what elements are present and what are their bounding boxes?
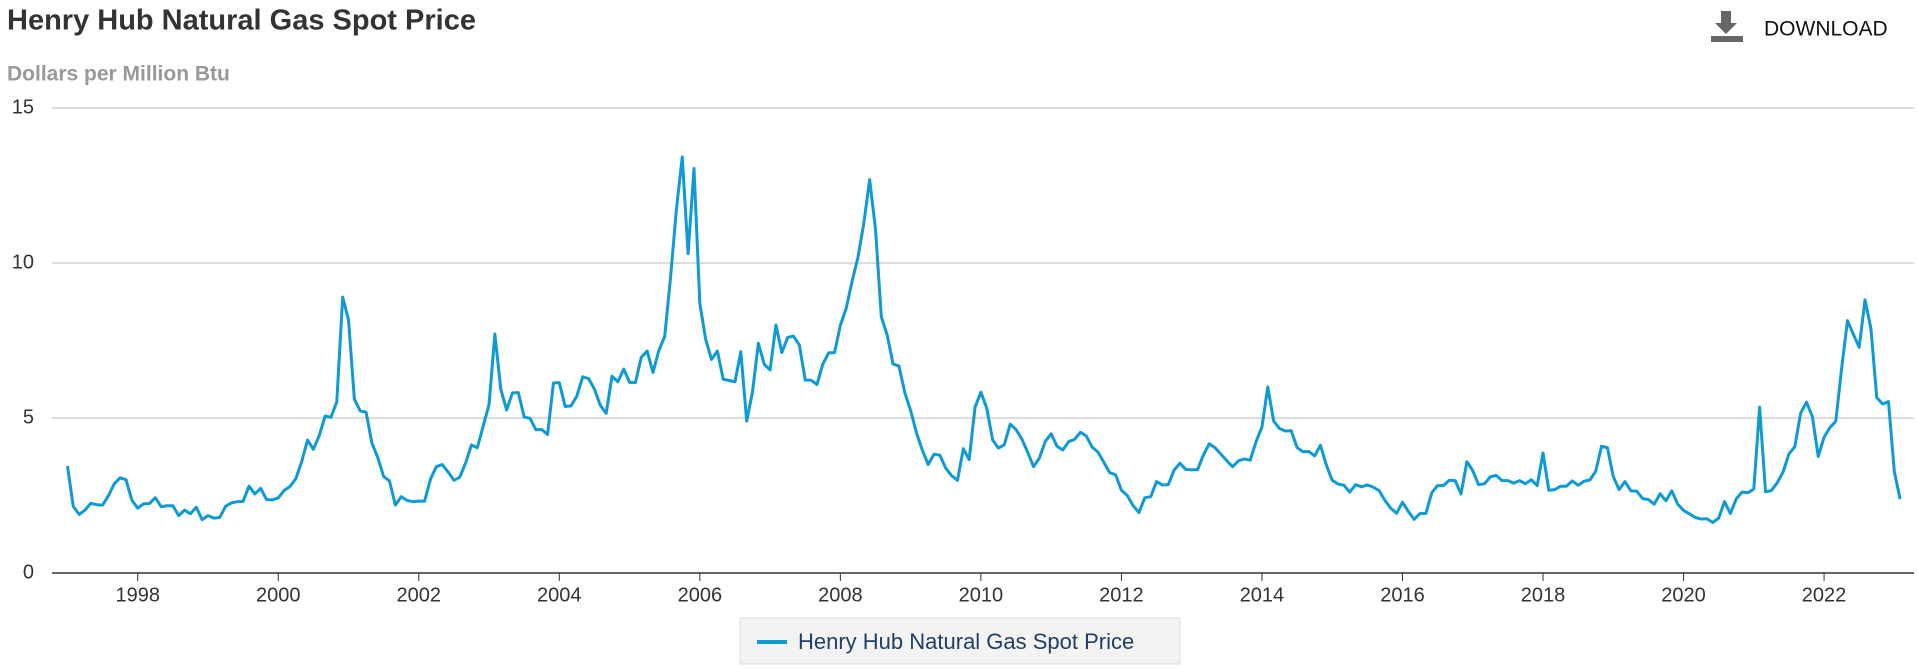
- x-tick-label: 2006: [678, 584, 723, 606]
- y-tick-label: 15: [12, 96, 34, 118]
- x-tick-label: 2016: [1380, 584, 1425, 606]
- x-tick-label: 2004: [537, 584, 582, 606]
- download-button[interactable]: DOWNLOAD: [1710, 8, 1910, 48]
- x-tick-label: 2014: [1240, 584, 1285, 606]
- download-icon-base[interactable]: [1711, 36, 1743, 42]
- x-tick-label: 2022: [1802, 584, 1847, 606]
- series-group: [65, 155, 1902, 524]
- x-tick-label: 2010: [959, 584, 1004, 606]
- download-icon[interactable]: [1715, 11, 1737, 34]
- y-tick-label: 0: [23, 561, 34, 583]
- download-hit-area[interactable]: [1710, 8, 1910, 48]
- legend-label[interactable]: Henry Hub Natural Gas Spot Price: [798, 629, 1134, 654]
- x-tick-label: 1998: [115, 584, 160, 606]
- x-tick-label: 2012: [1099, 584, 1144, 606]
- download-label[interactable]: DOWNLOAD: [1764, 18, 1888, 41]
- x-tick-label: 2002: [397, 584, 442, 606]
- x-tick-label: 2020: [1661, 584, 1706, 606]
- legend[interactable]: Henry Hub Natural Gas Spot Price: [739, 617, 1181, 665]
- data-line: [65, 155, 1902, 524]
- legend-box[interactable]: [739, 617, 1181, 665]
- y-tick-label: 10: [12, 251, 34, 273]
- chart-subtitle: Dollars per Million Btu: [7, 63, 230, 86]
- plot-area: 0 5 10 15 1998 2000 2002 2004 2006 2008 2010 2012 20…: [12, 96, 1914, 606]
- x-tick-label: 2008: [818, 584, 863, 606]
- y-tick-label: 5: [23, 406, 34, 428]
- chart-title: Henry Hub Natural Gas Spot Price: [7, 5, 476, 37]
- x-tick-label: 2018: [1521, 584, 1566, 606]
- x-tick-label: 2000: [256, 584, 301, 606]
